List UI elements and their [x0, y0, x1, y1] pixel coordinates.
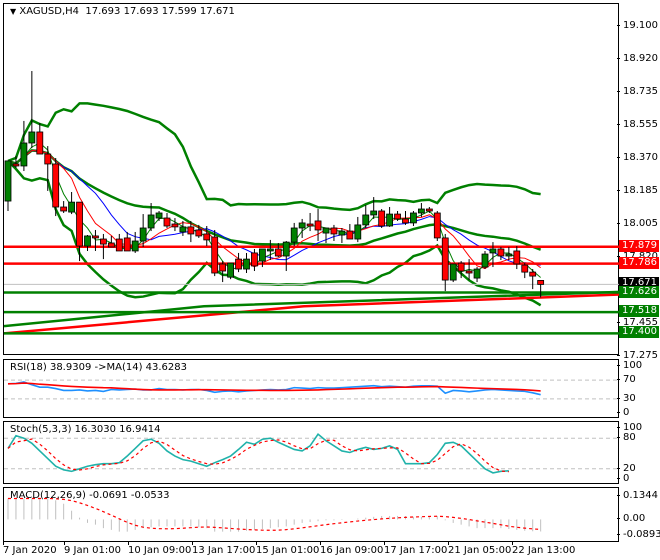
price-tick: 18.185	[617, 185, 658, 196]
indicator-tick: 0	[616, 473, 629, 484]
time-tick: 16 Jan 09:00	[320, 541, 384, 556]
indicator-tick: 100	[616, 360, 642, 371]
time-tick: 10 Jan 09:00	[128, 541, 192, 556]
rsi-plot	[4, 379, 620, 400]
stoch-label: Stoch(5,3,3) 16.3030 16.9414	[10, 424, 161, 435]
price-tick: 17.275	[617, 350, 658, 361]
price-level-tag: 17.786	[619, 256, 659, 269]
rsi-axis: 100 70 30 0	[616, 359, 660, 418]
time-axis[interactable]: 7 Jan 2020 9 Jan 01:00 10 Jan 09:00 13 Jan …	[0, 541, 620, 560]
symbol-label: XAGUSD,H4	[19, 6, 80, 17]
price-tick: 17.455	[617, 317, 658, 328]
ohlc-label: 17.693 17.693 17.599 17.671	[85, 6, 235, 17]
indicator-tick: 0.1344	[617, 490, 658, 501]
rsi-label: RSI(18) 38.9309 ->MA(14) 43.6283	[10, 362, 187, 373]
indicator-tick: 100	[616, 422, 642, 433]
price-tick: 18.735	[617, 86, 658, 97]
price-tick: 18.370	[617, 152, 658, 163]
time-tick: 15 Jan 01:00	[256, 541, 320, 556]
price-tick: 18.555	[617, 119, 658, 130]
price-axis[interactable]: 19.100 18.920 18.735 18.555 18.370 18.185 18.0…	[617, 3, 660, 361]
macd-plot	[7, 497, 542, 532]
time-tick: 9 Jan 01:00	[64, 541, 121, 556]
macd-axis: 0.1344 0.00 -0.0893	[616, 487, 660, 542]
price-level-tag: 17.518	[619, 305, 659, 318]
macd-label: MACD(12,26,9) -0.0691 -0.0533	[10, 490, 170, 501]
indicator-tick: 80	[617, 432, 636, 443]
indicator-tick: 0.00	[616, 513, 645, 524]
time-tick: 21 Jan 05:00	[448, 541, 512, 556]
price-chart-panel[interactable]: ▼ XAGUSD,H4 17.693 17.693 17.599 17.671	[3, 3, 620, 355]
stochastic-panel[interactable]: Stoch(5,3,3) 16.3030 16.9414	[3, 421, 620, 484]
time-tick: 17 Jan 17:00	[384, 541, 448, 556]
price-tick: 18.005	[617, 218, 658, 229]
indicator-tick: 20	[617, 463, 636, 474]
indicator-tick: 0	[616, 407, 629, 418]
price-tick: 18.920	[617, 53, 658, 64]
rsi-panel[interactable]: RSI(18) 38.9309 ->MA(14) 43.6283	[3, 359, 620, 418]
price-tick: 19.100	[617, 20, 658, 31]
stochastic-plot	[4, 432, 620, 474]
candlestick-plot	[4, 71, 620, 335]
chart-title: ▼ XAGUSD,H4 17.693 17.693 17.599 17.671	[10, 6, 235, 17]
indicator-tick: 70	[617, 374, 636, 385]
price-level-tag: 17.400	[619, 326, 659, 339]
indicator-tick: 30	[617, 393, 636, 404]
time-tick: 13 Jan 17:00	[192, 541, 256, 556]
time-tick: 22 Jan 13:00	[512, 541, 576, 556]
stoch-axis: 100 80 20 0	[616, 421, 660, 484]
collapse-triangle-icon[interactable]: ▼	[10, 7, 17, 16]
macd-panel[interactable]: MACD(12,26,9) -0.0691 -0.0533	[3, 487, 619, 542]
price-level-tag: 17.879	[619, 239, 659, 252]
time-tick: 7 Jan 2020	[3, 541, 57, 556]
price-level-tag: 17.626	[619, 285, 659, 298]
indicator-tick: -0.0893	[617, 529, 660, 540]
